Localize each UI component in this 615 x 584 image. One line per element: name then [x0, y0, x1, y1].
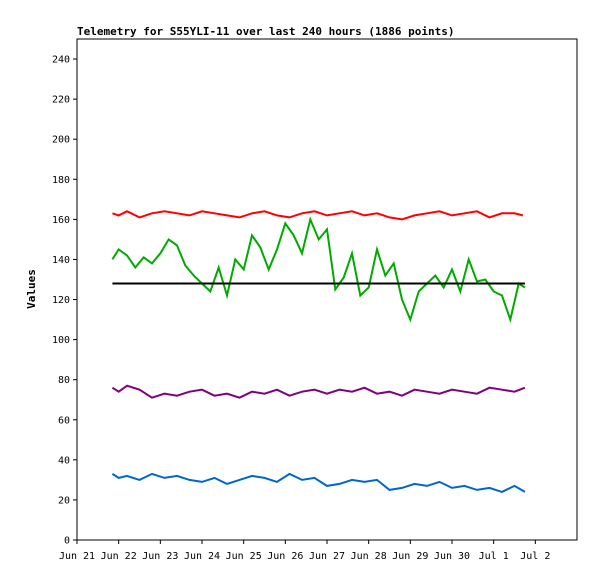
y-tick-label: 80: [58, 375, 70, 386]
x-tick-label: Jun 29: [392, 551, 428, 562]
series-line-4: [111, 472, 526, 493]
plot-frame: [76, 38, 578, 541]
y-tick-label: 60: [58, 415, 70, 426]
y-tick-label: 240: [52, 55, 70, 66]
y-tick-label: 200: [52, 135, 70, 146]
chart-title: Telemetry for S55YLI-11 over last 240 ho…: [77, 25, 455, 38]
y-tick-label: 0: [64, 536, 70, 547]
y-tick-label: 100: [52, 335, 70, 346]
x-tick-label: Jun 28: [351, 551, 387, 562]
y-tick-label: 120: [52, 295, 70, 306]
y-tick-label: 40: [58, 455, 70, 466]
x-tick-label: Jul 2: [520, 551, 550, 562]
x-tick-label: Jun 22: [101, 551, 137, 562]
x-tick-label: Jun 26: [267, 551, 303, 562]
x-tick-label: Jun 24: [184, 551, 220, 562]
y-tick-label: 20: [58, 495, 70, 506]
x-tick-label: Jun 25: [226, 551, 262, 562]
plot-area: 0 20 40 60 80 100 120 140 160 180 200 220 240 Jun 21 J…: [52, 38, 578, 562]
series-line-0: [112, 210, 524, 221]
x-tick-label: Jul 1: [479, 551, 509, 562]
x-tick-label: Jun 23: [142, 551, 178, 562]
series-line-3: [111, 384, 526, 399]
y-tick-label: 220: [52, 95, 70, 106]
y-tick-label: 160: [52, 215, 70, 226]
series-line-1: [111, 216, 526, 324]
y-tick-label: 180: [52, 175, 70, 186]
x-tick-label: Jun 30: [434, 551, 470, 562]
y-axis-label: Values: [25, 269, 38, 309]
y-tick-label: 140: [52, 255, 70, 266]
x-tick-label: Jun 27: [309, 551, 345, 562]
x-tick-label: Jun 21: [59, 551, 95, 562]
